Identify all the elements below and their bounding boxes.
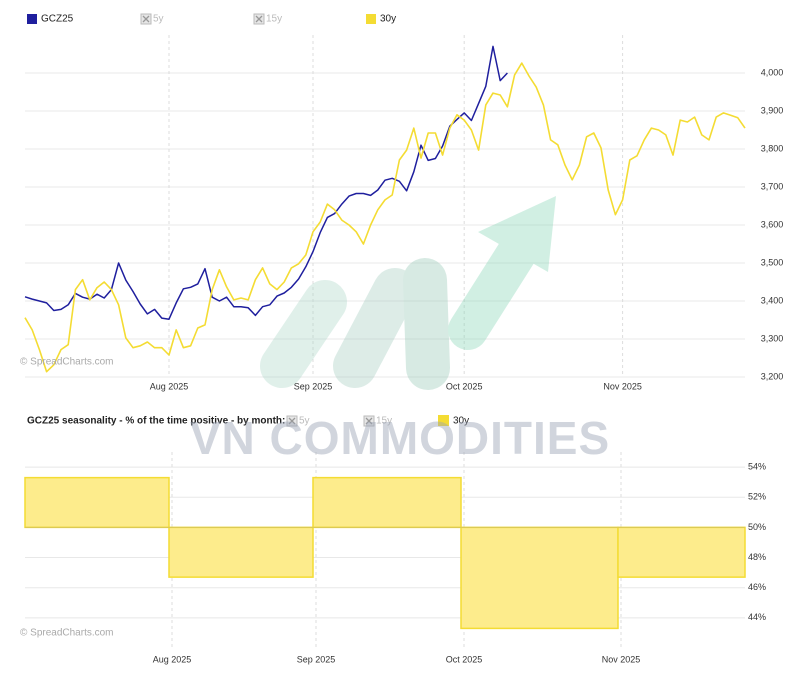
- y-tick-label: 4,000: [761, 67, 784, 77]
- y-tick-label: 3,200: [761, 371, 784, 381]
- plots: 3,200 3,300 3,400 3,500 3,600 3,700 3,800 3,900…: [20, 13, 784, 664]
- y-tick-label: 52%: [748, 492, 766, 502]
- legend-icon-cross: [288, 417, 296, 425]
- logo-bar: [260, 280, 347, 388]
- watermark: VN COMMODITIES: [190, 412, 610, 464]
- legend-icon-cross: [255, 15, 263, 23]
- legend-label-disabled: 15y: [376, 416, 392, 427]
- x-tick-label: Aug 2025: [153, 654, 192, 664]
- y-tick-label: 48%: [748, 552, 766, 562]
- series-line: [24, 45, 508, 320]
- legend-swatch: [438, 415, 449, 426]
- legend-icon-cross: [365, 417, 373, 425]
- x-tick-label: Oct 2025: [446, 381, 483, 391]
- legend-label: GCZ25: [41, 14, 74, 25]
- step-area-segment: [168, 526, 314, 578]
- legend-label: 30y: [453, 416, 469, 427]
- chart-title: GCZ25 seasonality - % of the time positi…: [27, 416, 285, 427]
- step-area-segment: [312, 476, 462, 529]
- source-watermark: © SpreadCharts.com: [20, 357, 114, 368]
- y-tick-label: 3,500: [761, 257, 784, 267]
- y-tick-label: 3,400: [761, 295, 784, 305]
- legend-icon-cross: [142, 15, 150, 23]
- y-tick-label: 3,700: [761, 181, 784, 191]
- y-tick-label: 44%: [748, 612, 766, 622]
- x-tick-label: Sep 2025: [297, 654, 336, 664]
- y-tick-label: 54%: [748, 461, 766, 471]
- y-tick-label: 46%: [748, 582, 766, 592]
- logo-bar: [333, 268, 417, 388]
- legend-label-disabled: 15y: [266, 14, 282, 25]
- legend-swatch: [366, 14, 376, 24]
- x-tick-label: Oct 2025: [446, 654, 483, 664]
- legend-label-disabled: 5y: [299, 416, 310, 427]
- series-line: [24, 62, 746, 373]
- x-tick-label: Aug 2025: [150, 381, 189, 391]
- logo-arrow-head: [478, 196, 556, 272]
- y-tick-label: 50%: [748, 522, 766, 532]
- legend-label-disabled: 5y: [153, 14, 164, 25]
- source-watermark: © SpreadCharts.com: [20, 628, 114, 639]
- legend-swatch: [27, 14, 37, 24]
- legend-label: 30y: [380, 14, 396, 25]
- logo-bar: [403, 258, 450, 390]
- y-tick-label: 3,900: [761, 105, 784, 115]
- step-area-segment: [24, 476, 170, 529]
- x-tick-label: Nov 2025: [602, 654, 641, 664]
- step-area-segment: [617, 526, 746, 578]
- y-tick-label: 3,600: [761, 219, 784, 229]
- y-tick-label: 3,300: [761, 333, 784, 343]
- step-area-segment: [460, 526, 619, 630]
- x-tick-label: Nov 2025: [603, 381, 642, 391]
- y-tick-label: 3,800: [761, 143, 784, 153]
- logo-arrow: [448, 220, 545, 350]
- x-tick-label: Sep 2025: [294, 381, 333, 391]
- logo-watermark: [260, 196, 556, 390]
